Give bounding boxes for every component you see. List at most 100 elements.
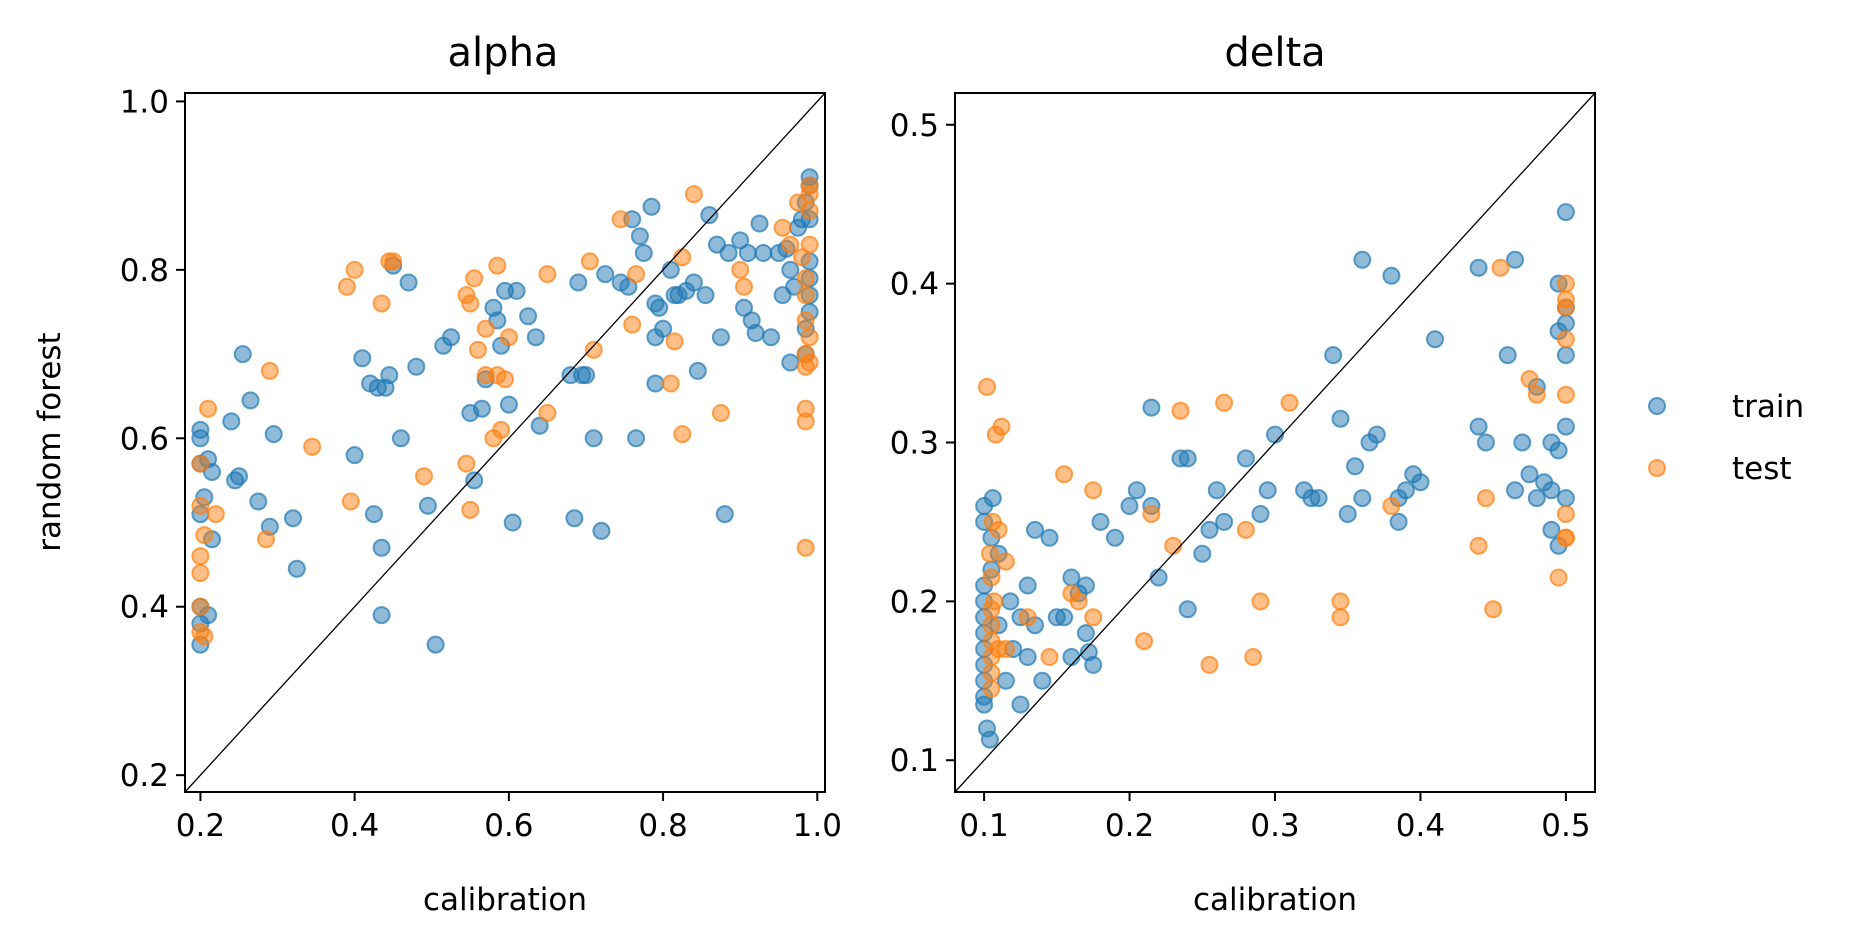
delta-train-point-23 — [1018, 576, 1037, 595]
alpha-test-point-38 — [611, 210, 630, 229]
delta-train-point-49 — [1200, 520, 1219, 539]
alpha-panel: alpha 0.2 0.4 0.6 0.8 1.0 0.2 0.4 0.6 0.8 1.0 cal… — [32, 30, 842, 918]
delta-train-point-28 — [1040, 528, 1059, 547]
delta-train-point-58 — [1309, 489, 1328, 508]
delta-train-point-37 — [1084, 655, 1103, 674]
alpha-train-point-66 — [634, 244, 653, 262]
alpha-test-point-7 — [195, 526, 214, 545]
delta-train-point-77 — [1498, 346, 1517, 365]
alpha-test-point-31 — [492, 420, 511, 439]
alpha-test-point-8 — [199, 399, 218, 418]
legend-label-train: train — [1732, 389, 1804, 425]
alpha-test-point-22 — [461, 500, 480, 519]
alpha-train-point-83 — [715, 505, 734, 524]
delta-test-point-47 — [1556, 330, 1575, 349]
alpha-y-tick-label-2: 0.6 — [120, 421, 169, 457]
delta-panel: delta 0.1 0.2 0.3 0.4 0.5 0.1 0.2 0.3 0.4 0.5 cal… — [890, 30, 1596, 918]
delta-train-point-27 — [1033, 671, 1052, 690]
alpha-x-tick-label-0: 0.2 — [176, 808, 225, 844]
alpha-test-point-44 — [673, 425, 692, 444]
alpha-train-point-16 — [241, 391, 260, 410]
alpha-test-point-30 — [488, 256, 507, 275]
alpha-train-point-79 — [696, 286, 715, 305]
alpha-train-point-21 — [287, 559, 306, 578]
alpha-train-point-15 — [233, 345, 252, 364]
alpha-test-point-34 — [538, 265, 557, 284]
alpha-test-point-9 — [206, 505, 225, 524]
delta-train-point-82 — [1527, 489, 1546, 508]
alpha-train-point-91 — [754, 244, 773, 262]
delta-test-point-38 — [1476, 489, 1495, 508]
alpha-test-point-6 — [195, 627, 214, 646]
alpha-test-point-33 — [499, 328, 518, 347]
delta-train-point-64 — [1353, 250, 1372, 269]
delta-test-point-2 — [982, 568, 1001, 587]
alpha-train-point-67 — [642, 197, 661, 216]
delta-test-point-48 — [1556, 385, 1575, 404]
alpha-train-point-30 — [380, 366, 399, 385]
delta-x-tick-label-3: 0.4 — [1396, 808, 1445, 844]
delta-test-point-25 — [1142, 505, 1161, 523]
alpha-x-tick-label-4: 1.0 — [793, 808, 842, 844]
alpha-test-point-24 — [465, 269, 484, 288]
alpha-test-point-15 — [345, 260, 364, 279]
alpha-test-point-48 — [735, 277, 753, 296]
alpha-train-point-41 — [472, 399, 491, 418]
alpha-train-point-27 — [372, 606, 391, 625]
delta-test-point-17 — [1018, 608, 1037, 627]
alpha-train-point-78 — [688, 361, 707, 380]
alpha-x-tick-label-2: 0.6 — [484, 808, 533, 844]
alpha-train-point-64 — [627, 429, 646, 448]
alpha-train-point-40 — [465, 471, 484, 490]
alpha-train-point-32 — [391, 429, 410, 448]
delta-test-point-7 — [982, 663, 1001, 682]
delta-ticks: 0.1 0.2 0.3 0.4 0.5 0.1 0.2 0.3 0.4 0.5 — [890, 108, 1591, 844]
alpha-train-point-72 — [654, 319, 673, 338]
alpha-test-point-10 — [257, 530, 275, 549]
delta-train-point-59 — [1324, 346, 1343, 365]
delta-test-point-31 — [1244, 648, 1263, 666]
legend-marker-test — [1648, 459, 1666, 477]
alpha-test-point-63 — [800, 201, 819, 220]
alpha-test-point-41 — [661, 374, 680, 393]
delta-train-point-62 — [1346, 457, 1364, 476]
delta-test-point-43 — [1549, 568, 1568, 587]
delta-train-point-38 — [1091, 512, 1110, 531]
delta-test-point-44 — [1556, 274, 1575, 293]
alpha-train-point-80 — [700, 206, 719, 225]
alpha-train-point-57 — [577, 366, 595, 385]
delta-train-point-53 — [1251, 505, 1270, 523]
delta-train-point-55 — [1266, 425, 1284, 444]
alpha-test-point-11 — [260, 361, 279, 380]
delta-train-point-35 — [1076, 576, 1095, 595]
delta-test-point-0 — [978, 377, 996, 396]
delta-x-tick-label-2: 0.3 — [1250, 808, 1299, 844]
delta-x-tick-label-0: 0.1 — [959, 808, 1008, 844]
alpha-test-point-60 — [796, 538, 815, 557]
delta-test-point-34 — [1331, 592, 1350, 611]
alpha-train-point-58 — [584, 429, 603, 448]
alpha-train-point-17 — [249, 492, 268, 511]
alpha-test-point-0 — [191, 454, 210, 473]
delta-y-tick-label-1: 0.2 — [890, 584, 939, 620]
alpha-x-tick-label-3: 0.8 — [638, 808, 687, 844]
alpha-test-point-37 — [584, 340, 603, 359]
delta-test-point-24 — [1135, 632, 1154, 651]
delta-train-point-61 — [1338, 505, 1357, 523]
delta-train-point-73 — [1426, 330, 1444, 349]
delta-marks — [954, 92, 1596, 793]
delta-train-point-89 — [1549, 441, 1568, 460]
alpha-x-tick-label-1: 0.4 — [330, 808, 379, 844]
delta-test-point-28 — [1200, 655, 1219, 674]
delta-test-point-22 — [1084, 481, 1103, 500]
delta-test-point-1 — [980, 544, 999, 563]
alpha-test-point-35 — [538, 404, 557, 422]
alpha-identity-line — [184, 92, 826, 793]
alpha-y-tick-label-0: 0.2 — [120, 758, 169, 794]
alpha-test-point-43 — [673, 248, 692, 267]
alpha-train-point-97 — [781, 260, 800, 279]
delta-train-point-70 — [1396, 481, 1415, 500]
alpha-train-point-55 — [569, 273, 588, 292]
delta-test-point-32 — [1251, 592, 1270, 611]
alpha-test-point-53 — [796, 269, 815, 288]
